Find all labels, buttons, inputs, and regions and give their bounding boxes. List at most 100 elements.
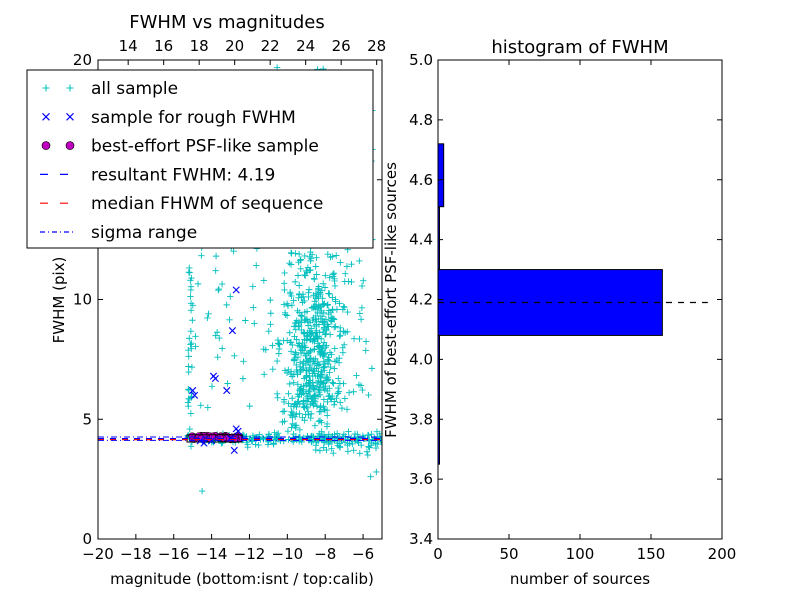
all-sample-point [269,342,276,349]
all-sample-point [281,309,289,316]
all-sample-point [313,365,320,372]
all-sample-point [322,272,329,279]
all-sample-point [281,367,289,374]
legend-marker-rough-sample [66,112,74,121]
all-sample-point [188,345,195,352]
rough-sample-point [223,386,231,395]
all-sample-point [326,331,334,338]
all-sample-point [212,252,220,260]
all-sample-point [186,335,193,342]
all-sample-point [307,336,314,343]
all-sample-point [311,422,319,429]
all-sample-point [296,322,303,330]
all-sample-point [350,335,358,342]
all-sample-point [288,395,296,402]
all-sample-point [359,386,366,394]
all-sample-point [291,333,298,340]
all-sample-point [315,418,323,425]
all-sample-point [344,442,351,449]
all-sample-point [285,390,292,397]
all-sample-point [212,332,219,339]
all-sample-point [213,329,221,336]
all-sample-point [306,319,314,326]
all-sample-point [274,394,281,401]
all-sample-point [308,304,316,312]
all-sample-point [314,309,321,316]
scatter-x-tick-label: −16 [158,545,190,563]
rough-sample-point [232,286,240,294]
all-sample-point [324,250,332,258]
all-sample-point [329,253,336,260]
all-sample-point [344,308,351,316]
all-sample-point [280,398,288,406]
all-sample-point [368,365,376,372]
all-sample-point [295,250,303,258]
all-sample-point [333,356,340,364]
all-sample-point [345,428,352,435]
all-sample-point [187,327,195,335]
all-sample-point [306,253,313,261]
histogram-y-axis-label: FWHM of best-effort PSF-like sources [382,162,400,438]
scatter-top-tick-label: 14 [119,37,138,55]
all-sample-point [271,429,278,436]
all-sample-point [275,340,282,347]
all-sample-point [337,324,344,332]
all-sample-point [298,313,306,320]
all-sample-point [312,301,320,308]
all-sample-point [290,297,297,304]
all-sample-point [271,434,279,442]
all-sample-point [320,339,328,346]
all-sample-point [185,347,192,354]
all-sample-point [292,350,300,358]
histogram-x-axis-label: number of sources [510,570,650,588]
all-sample-point [267,321,274,328]
all-sample-point [300,397,307,404]
all-sample-point [204,404,212,411]
all-sample-point [317,404,324,411]
all-sample-point [315,386,322,393]
scatter-x-tick-label: −10 [272,545,304,563]
all-sample-point [365,391,372,399]
all-sample-point [330,401,338,408]
all-sample-point [340,341,348,349]
all-sample-point [294,381,301,388]
all-sample-point [296,282,303,289]
all-sample-point [286,380,293,388]
all-sample-point [350,388,357,395]
all-sample-point [223,301,230,309]
all-sample-point [312,263,319,270]
all-sample-point [365,437,373,445]
all-sample-point [240,358,247,365]
all-sample-point [276,341,283,348]
scatter-panel: −20 −18 −16 −14 −12 −10 −8 −6 14 16 18 20 22 24 26 28 0 5… [26,12,386,588]
histogram-x-tick-label: 50 [499,545,518,563]
scatter-top-tick-label: 28 [367,37,386,55]
all-sample-point [281,286,288,294]
all-sample-point [298,391,305,398]
histogram-y-tick-label: 4.2 [409,291,433,309]
all-sample-point [279,418,286,426]
all-sample-point [208,383,216,390]
all-sample-point [239,375,247,382]
all-sample-point [262,346,269,353]
all-sample-point [321,320,329,328]
scatter-top-tick-label: 18 [190,37,209,55]
all-sample-point [198,487,206,495]
histogram-panel: 0 50 100 150 2003.43.63.84.04.24.44.64.85.0 … [382,37,736,588]
scatter-top-tick-label: 16 [154,37,173,55]
all-sample-point [297,265,304,273]
all-sample-point [301,404,308,411]
all-sample-point [336,332,343,340]
all-sample-point [186,425,193,433]
all-sample-point [309,372,316,380]
all-sample-point [313,333,320,341]
all-sample-point [185,386,192,393]
all-sample-point [296,309,303,316]
all-sample-point [360,277,367,284]
all-sample-point [364,451,372,459]
all-sample-point [242,317,249,324]
all-sample-point [290,357,298,364]
scatter-title: FWHM vs magnitudes [129,12,324,33]
all-sample-point [296,359,304,366]
scatter-top-tick-label: 24 [296,37,315,55]
